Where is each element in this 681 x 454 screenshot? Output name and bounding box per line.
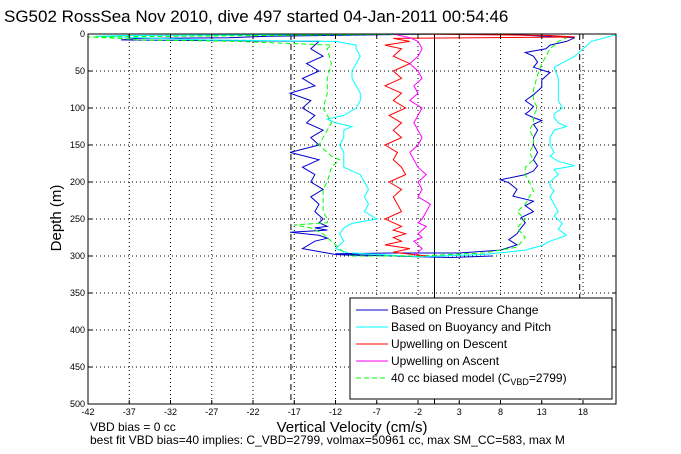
- legend-label: Upwelling on Descent: [391, 337, 508, 351]
- x-tick-label: 8: [498, 407, 503, 417]
- y-axis-label: Depth (m): [48, 185, 65, 252]
- x-tick-label: -7: [373, 407, 381, 417]
- y-tick-label: 250: [70, 214, 85, 224]
- x-tick-label: -37: [123, 407, 136, 417]
- x-tick-label: -12: [329, 407, 342, 417]
- series-line-40-cc-biased-model-ascent: [352, 37, 567, 257]
- series-line-upwelling-on-descent: [383, 33, 575, 257]
- y-tick-label: 500: [70, 399, 85, 409]
- series-line-based-on-pressure-change-ascent: [335, 33, 576, 259]
- series-line-based-on-buoyancy-and-pitch-descent: [96, 33, 435, 257]
- x-tick-label: -22: [246, 407, 259, 417]
- series-line-40-cc-biased-model-descent: [87, 33, 435, 257]
- y-tick-label: 200: [70, 177, 85, 187]
- series-line-based-on-buoyancy-and-pitch-ascent: [351, 34, 617, 258]
- x-tick-label: -42: [81, 407, 94, 417]
- x-tick-label: 13: [537, 407, 547, 417]
- x-tick-label: 3: [457, 407, 462, 417]
- x-axis-ticks: -42 -37 -32 -27 -22 -17 -12 -7 -2 3 8 13 18: [81, 34, 588, 417]
- best-fit-note: best fit VBD bias=40 implies: C_VBD=2799…: [90, 433, 565, 447]
- x-tick-label: -32: [164, 407, 177, 417]
- vbd-bias-note: VBD bias = 0 cc: [90, 420, 176, 434]
- y-axis-ticks: 0 50 100 150 200 250 300 350 400 450 500: [70, 29, 616, 409]
- x-tick-label: -17: [288, 407, 301, 417]
- y-tick-label: 450: [70, 362, 85, 372]
- y-tick-label: 400: [70, 325, 85, 335]
- chart-title: SG502 RossSea Nov 2010, dive 497 started…: [4, 7, 508, 26]
- y-tick-label: 300: [70, 251, 85, 261]
- y-tick-label: 150: [70, 140, 85, 150]
- legend-label: 40 cc biased model (CVBD=2799): [391, 371, 567, 387]
- y-tick-label: 0: [80, 29, 85, 39]
- legend: Based on Pressure Change Based on Buoyanc…: [349, 297, 613, 400]
- series-line-based-on-pressure-change-descent: [120, 33, 435, 257]
- x-axis-label: Vertical Velocity (cm/s): [277, 419, 428, 436]
- legend-label: Based on Pressure Change: [391, 303, 539, 317]
- y-tick-label: 100: [70, 103, 85, 113]
- x-tick-label: -27: [205, 407, 218, 417]
- y-tick-label: 350: [70, 288, 85, 298]
- legend-label: Based on Buoyancy and Pitch: [391, 320, 551, 334]
- legend-label: Upwelling on Ascent: [391, 354, 500, 368]
- legend-box: [349, 297, 613, 400]
- x-tick-label: -2: [414, 407, 422, 417]
- series-group: [87, 33, 617, 259]
- y-tick-label: 50: [75, 66, 85, 76]
- series-line-upwelling-on-ascent: [393, 33, 432, 257]
- x-tick-label: 18: [578, 407, 588, 417]
